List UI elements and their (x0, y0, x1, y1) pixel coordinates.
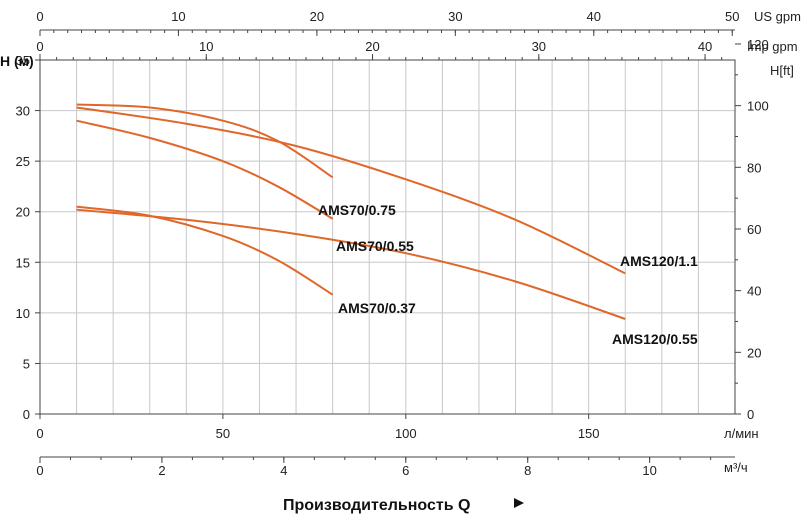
y-right-tick-label: 0 (747, 407, 754, 422)
x-unit-m3h: м³/ч (724, 460, 748, 475)
y-right-tick-label: 100 (747, 99, 769, 114)
x-impgpm-axis-tick-label: 20 (365, 39, 379, 54)
y-right-tick-label: 60 (747, 222, 761, 237)
x-lmin-tick-label: 0 (36, 426, 43, 441)
x-usgpm-axis-tick-label: 20 (310, 9, 324, 24)
y-left-tick-label: 30 (16, 104, 30, 119)
x-m3h-axis-tick-label: 0 (36, 463, 43, 478)
y-axis-title-right: H[ft] (770, 63, 794, 78)
y-left-tick-label: 5 (23, 356, 30, 371)
x-usgpm-axis-tick-label: 50 (725, 9, 739, 24)
x-lmin-tick-label: 50 (216, 426, 230, 441)
x-unit-lmin: л/мин (724, 426, 759, 441)
curve-2 (76, 205, 334, 296)
y-right-tick-label: 20 (747, 345, 761, 360)
y-right-tick-label: 120 (747, 37, 769, 52)
x-usgpm-axis-tick-label: 0 (36, 9, 43, 24)
curve-label-ams70-075: AMS70/0.75 (318, 202, 396, 218)
y-right-tick-label: 40 (747, 284, 761, 299)
x-usgpm-axis-tick-label: 30 (448, 9, 462, 24)
y-left-tick-label: 35 (16, 53, 30, 68)
grid (40, 59, 735, 414)
x-lmin-tick-label: 150 (578, 426, 600, 441)
curve-label-ams70-037: AMS70/0.37 (338, 300, 416, 316)
y-right-tick-label: 80 (747, 160, 761, 175)
arrow-right-icon (514, 498, 524, 508)
x-m3h-axis-tick-label: 2 (158, 463, 165, 478)
y-left-tick-label: 20 (16, 205, 30, 220)
x-impgpm-axis-tick-label: 10 (199, 39, 213, 54)
curve-label-ams70-055: AMS70/0.55 (336, 238, 414, 254)
y-axis-title-left: H (м) (0, 53, 34, 69)
x-usgpm-axis-tick-label: 40 (587, 9, 601, 24)
x-impgpm-axis-tick-label: 40 (698, 39, 712, 54)
y-left-tick-label: 25 (16, 154, 30, 169)
x-axis-title: Производительность Q (283, 497, 470, 514)
y-left-tick-label: 0 (23, 407, 30, 422)
x-lmin-tick-label: 100 (395, 426, 417, 441)
x-unit-usgpm: US gpm (754, 9, 801, 24)
curve-3 (76, 106, 626, 275)
x-impgpm-axis-tick-label: 0 (36, 39, 43, 54)
x-impgpm-axis-tick-label: 30 (532, 39, 546, 54)
x-unit-impgpm: Imp gpm (747, 39, 798, 54)
curve-0 (76, 103, 334, 179)
y-left-tick-label: 15 (16, 255, 30, 270)
curve-4 (76, 208, 626, 320)
curve-label-ams120-055: AMS120/0.55 (612, 331, 698, 347)
x-m3h-axis-tick-label: 6 (402, 463, 409, 478)
x-m3h-axis-tick-label: 4 (280, 463, 287, 478)
x-m3h-axis-tick-label: 8 (524, 463, 531, 478)
curve-label-ams120-11: AMS120/1.1 (620, 253, 698, 269)
curves (76, 103, 626, 320)
x-usgpm-axis-tick-label: 10 (171, 9, 185, 24)
plot-frame (39, 59, 736, 415)
x-m3h-axis-tick-label: 10 (642, 463, 656, 478)
y-left-tick-label: 10 (16, 306, 30, 321)
curve-1 (76, 119, 334, 220)
